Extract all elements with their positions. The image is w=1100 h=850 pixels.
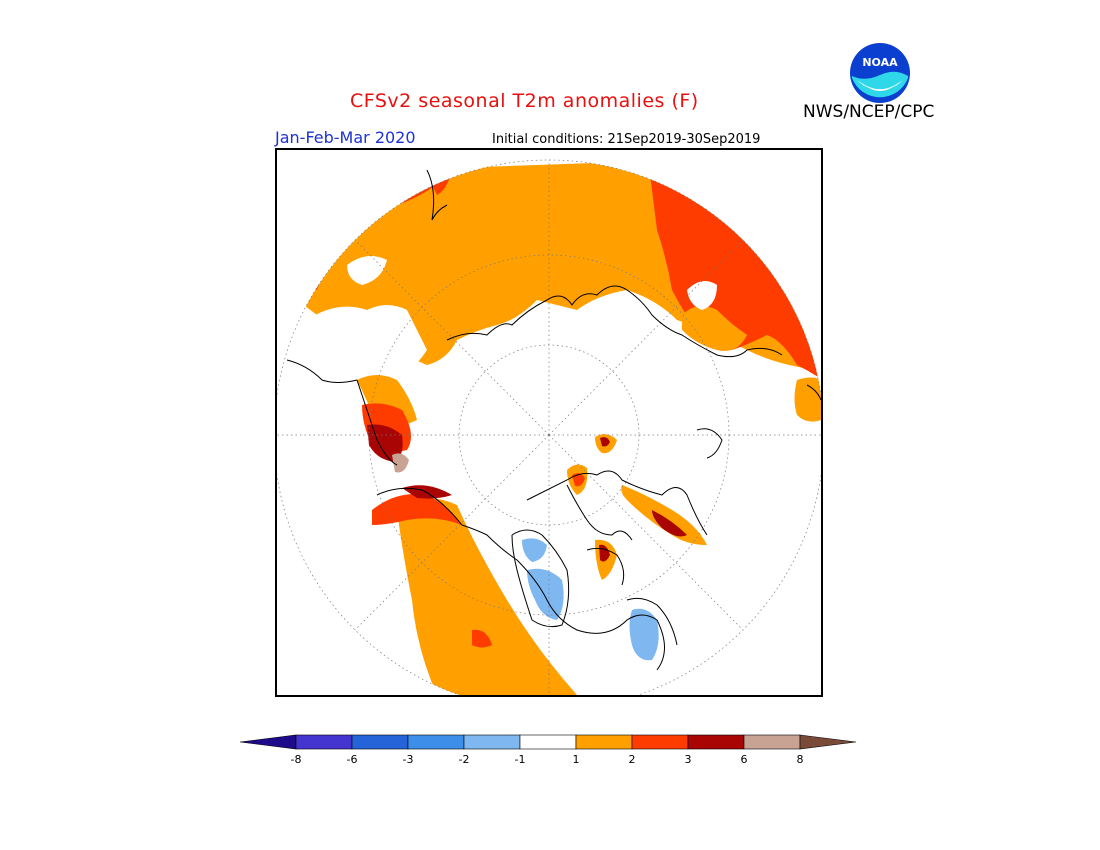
map-title: CFSv2 seasonal T2m anomalies (F) [350, 90, 699, 112]
colorbar-box [575, 734, 633, 750]
colorbar-tick-label: 2 [628, 753, 636, 766]
colorbar-box [687, 734, 745, 750]
season-label: Jan-Feb-Mar 2020 [275, 128, 416, 147]
polar-map-svg [277, 159, 821, 695]
colorbar-box [463, 734, 521, 750]
initial-conditions-label: Initial conditions: 21Sep2019-30Sep2019 [492, 132, 761, 147]
noaa-logo: NOAA [850, 43, 910, 103]
colorbar-left-triangle [240, 734, 297, 750]
colorbar-box [407, 734, 465, 750]
colorbar-tick-label: 6 [740, 753, 748, 766]
graticule [277, 159, 821, 695]
colorbar-tick-label: -2 [458, 753, 470, 766]
colorbar-tick-label: -3 [402, 753, 414, 766]
colorbar-box [351, 734, 409, 750]
colorbar-tick-label: 8 [796, 753, 804, 766]
colorbar-tick-label: -8 [290, 753, 302, 766]
colorbar [240, 734, 857, 750]
noaa-logo-text: NOAA [862, 56, 898, 69]
colorbar-tick-label: 3 [684, 753, 692, 766]
colorbar-tick-label: -1 [514, 753, 526, 766]
coastlines [286, 169, 821, 671]
agency-label: NWS/NCEP/CPC [803, 102, 935, 122]
colorbar-tick-label: -6 [346, 753, 358, 766]
colorbar-box [519, 734, 577, 750]
colorbar-box [743, 734, 801, 750]
colorbar-tick-label: 1 [572, 753, 580, 766]
colorbar-right-triangle [799, 734, 857, 750]
colorbar-box [295, 734, 353, 750]
colorbar-box [631, 734, 689, 750]
polar-map [275, 148, 823, 697]
